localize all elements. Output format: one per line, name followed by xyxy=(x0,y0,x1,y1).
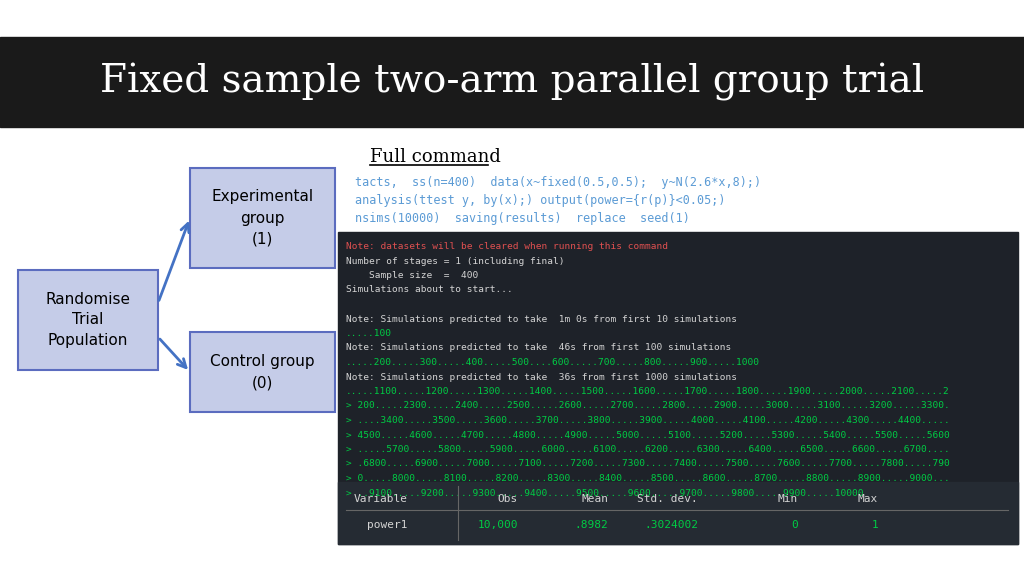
Text: > .6800.....6900.....7000.....7100.....7200.....7300.....7400.....7500.....7600.: > .6800.....6900.....7000.....7100.....7… xyxy=(346,460,949,468)
Text: 10,000: 10,000 xyxy=(477,520,518,530)
Text: > ....3400.....3500.....3600.....3700.....3800.....3900.....4000.....4100.....42: > ....3400.....3500.....3600.....3700...… xyxy=(346,416,949,425)
Text: Note: Simulations predicted to take  1m 0s from first 10 simulations: Note: Simulations predicted to take 1m 0… xyxy=(346,314,737,324)
Bar xyxy=(338,482,1018,544)
Text: nsims(10000)  saving(results)  replace  seed(1): nsims(10000) saving(results) replace see… xyxy=(355,212,690,225)
Text: .....1100.....1200.....1300.....1400.....1500.....1600.....1700.....1800.....190: .....1100.....1200.....1300.....1400....… xyxy=(346,387,949,396)
Text: > 0.....8000.....8100.....8200.....8300.....8400.....8500.....8600.....8700.....: > 0.....8000.....8100.....8200.....8300.… xyxy=(346,474,949,483)
Text: Min: Min xyxy=(778,494,798,504)
Text: 1: 1 xyxy=(871,520,878,530)
Text: .8982: .8982 xyxy=(574,520,608,530)
Text: Note: Simulations predicted to take  46s from first 100 simulations: Note: Simulations predicted to take 46s … xyxy=(346,343,731,353)
Text: Simulations about to start...: Simulations about to start... xyxy=(346,286,513,294)
FancyBboxPatch shape xyxy=(190,168,335,268)
Text: Control group
(0): Control group (0) xyxy=(210,354,314,390)
Text: tacts,  ss(n=400)  data(x~fixed(0.5,0.5);  y~N(2.6*x,8);): tacts, ss(n=400) data(x~fixed(0.5,0.5); … xyxy=(355,176,761,189)
Text: analysis(ttest y, by(x);) output(power={r(p)}<0.05;): analysis(ttest y, by(x);) output(power={… xyxy=(355,194,725,207)
Text: Full command: Full command xyxy=(370,148,501,166)
Text: Obs: Obs xyxy=(498,494,518,504)
Text: power1: power1 xyxy=(368,520,408,530)
Text: Mean: Mean xyxy=(581,494,608,504)
Text: > .....5700.....5800.....5900.....6000.....6100.....6200.....6300.....6400.....6: > .....5700.....5800.....5900.....6000..… xyxy=(346,445,949,454)
Text: Max: Max xyxy=(858,494,878,504)
Text: > ..9100.....9200.....9300.....9400.....9500.....9600.....9700.....9800.....9900: > ..9100.....9200.....9300.....9400.....… xyxy=(346,488,863,498)
Text: .....200.....300.....400.....500....600.....700.....800.....900.....1000: .....200.....300.....400.....500....600.… xyxy=(346,358,760,367)
Text: Note: datasets will be cleared when running this command: Note: datasets will be cleared when runn… xyxy=(346,242,668,251)
Text: Number of stages = 1 (including final): Number of stages = 1 (including final) xyxy=(346,256,564,266)
Text: Fixed sample two-arm parallel group trial: Fixed sample two-arm parallel group tria… xyxy=(100,63,924,101)
Text: Variable: Variable xyxy=(354,494,408,504)
Text: Note: Simulations predicted to take  36s from first 1000 simulations: Note: Simulations predicted to take 36s … xyxy=(346,373,737,381)
Text: > 200.....2300.....2400.....2500.....2600.....2700.....2800.....2900.....3000...: > 200.....2300.....2400.....2500.....260… xyxy=(346,401,949,411)
Text: Sample size  =  400: Sample size = 400 xyxy=(346,271,478,280)
Text: 0: 0 xyxy=(792,520,798,530)
Bar xyxy=(0,37,1024,127)
Bar xyxy=(0,127,1024,576)
Text: Experimental
group
(1): Experimental group (1) xyxy=(211,190,313,247)
FancyBboxPatch shape xyxy=(190,332,335,412)
Bar xyxy=(338,232,1018,544)
Text: .....100: .....100 xyxy=(346,329,392,338)
Text: Randomise
Trial
Population: Randomise Trial Population xyxy=(45,291,130,348)
Text: Std. dev.: Std. dev. xyxy=(637,494,698,504)
FancyBboxPatch shape xyxy=(18,270,158,370)
Text: > 4500.....4600.....4700.....4800.....4900.....5000.....5100.....5200.....5300..: > 4500.....4600.....4700.....4800.....49… xyxy=(346,430,949,439)
Text: .3024002: .3024002 xyxy=(644,520,698,530)
